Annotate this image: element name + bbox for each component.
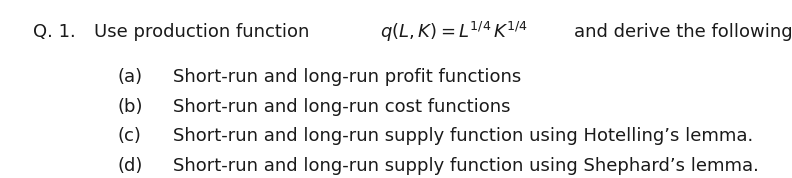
Text: Short-run and long-run supply function using Shephard’s lemma.: Short-run and long-run supply function u… (173, 156, 759, 175)
Text: (d): (d) (117, 156, 143, 175)
Text: (b): (b) (117, 98, 143, 116)
Text: $q(L, K) = L^{1/4}\, K^{1/4}$: $q(L, K) = L^{1/4}\, K^{1/4}$ (379, 20, 528, 44)
Text: (a): (a) (117, 68, 143, 87)
Text: and derive the followings:: and derive the followings: (574, 23, 792, 41)
Text: Short-run and long-run profit functions: Short-run and long-run profit functions (173, 68, 521, 87)
Text: Q. 1.: Q. 1. (33, 23, 76, 41)
Text: Use production function: Use production function (94, 23, 315, 41)
Text: Short-run and long-run cost functions: Short-run and long-run cost functions (173, 98, 510, 116)
Text: (c): (c) (117, 127, 141, 145)
Text: Short-run and long-run supply function using Hotelling’s lemma.: Short-run and long-run supply function u… (173, 127, 753, 145)
